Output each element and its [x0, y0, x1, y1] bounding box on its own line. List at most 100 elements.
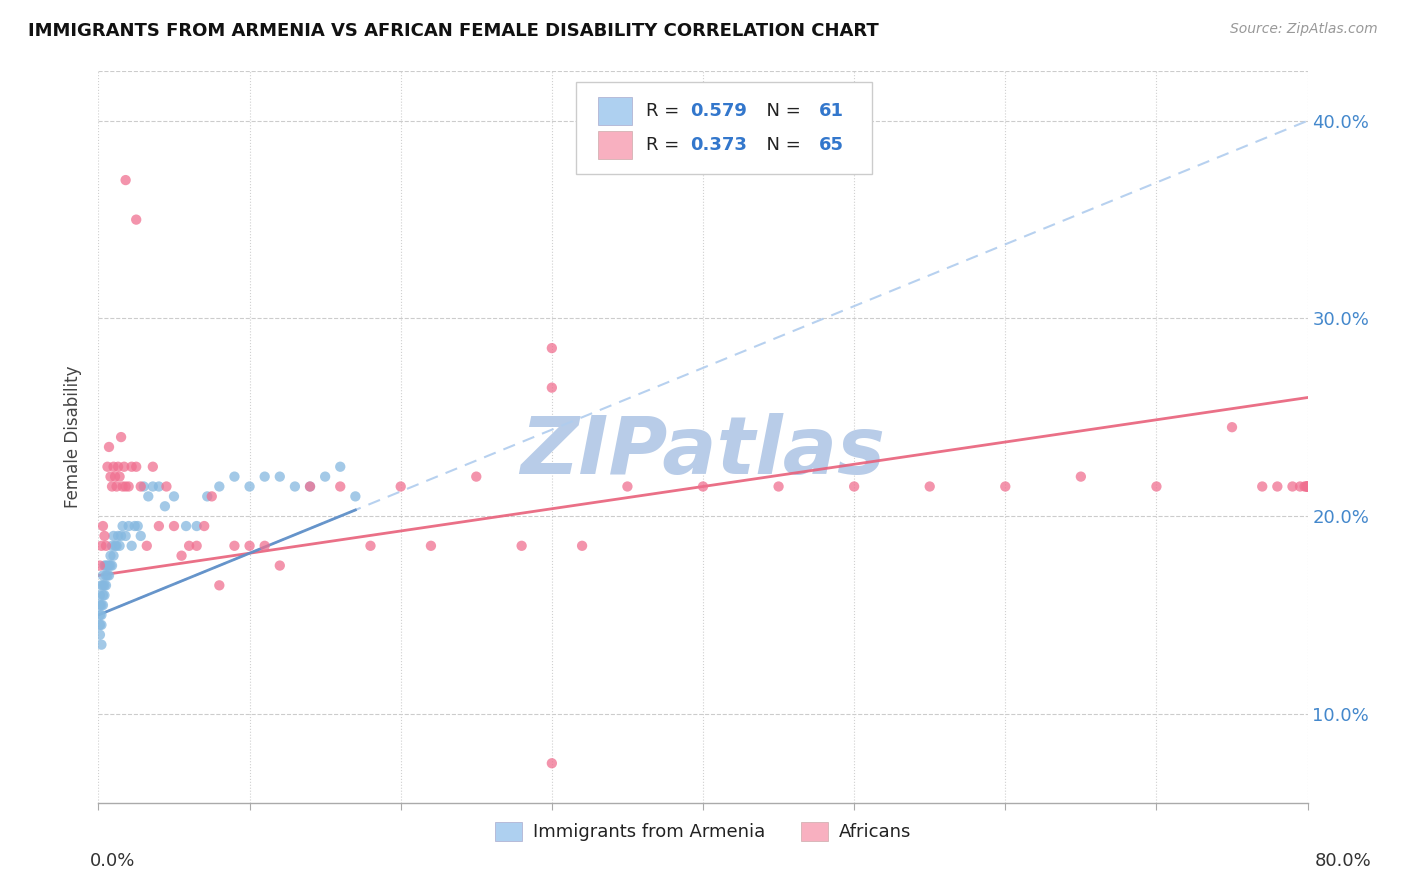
Point	[100, 549, 122, 563]
FancyBboxPatch shape	[576, 82, 872, 174]
Point	[125, 459, 148, 474]
Point	[1296, 479, 1319, 493]
Point	[179, 539, 201, 553]
Text: 61: 61	[820, 102, 844, 120]
Point	[101, 558, 124, 573]
Point	[90, 618, 112, 632]
Point	[93, 578, 115, 592]
Point	[571, 539, 593, 553]
Point	[108, 539, 131, 553]
Point	[994, 479, 1017, 493]
Point	[224, 539, 246, 553]
Point	[253, 469, 276, 483]
Point	[148, 479, 170, 493]
Text: 65: 65	[820, 136, 844, 154]
Point	[195, 489, 218, 503]
Point	[91, 588, 114, 602]
Point	[1296, 479, 1319, 493]
Point	[153, 500, 176, 514]
Point	[101, 539, 124, 553]
Point	[616, 479, 638, 493]
Point	[201, 489, 224, 503]
Point	[510, 539, 533, 553]
Point	[132, 479, 155, 493]
Point	[269, 469, 291, 483]
Point	[540, 341, 562, 355]
Point	[125, 212, 148, 227]
Point	[105, 539, 128, 553]
Point	[89, 618, 111, 632]
Point	[148, 519, 170, 533]
Text: 0.0%: 0.0%	[90, 852, 135, 870]
Point	[93, 558, 115, 573]
Point	[98, 558, 121, 573]
Point	[692, 479, 714, 493]
Y-axis label: Female Disability: Female Disability	[65, 366, 83, 508]
Point	[93, 588, 115, 602]
Bar	[598, 97, 631, 125]
Point	[208, 479, 231, 493]
Point	[193, 519, 215, 533]
Text: IMMIGRANTS FROM ARMENIA VS AFRICAN FEMALE DISABILITY CORRELATION CHART: IMMIGRANTS FROM ARMENIA VS AFRICAN FEMAL…	[28, 22, 879, 40]
Point	[111, 479, 134, 493]
Point	[1220, 420, 1243, 434]
Point	[90, 607, 112, 622]
Point	[389, 479, 412, 493]
Point	[239, 479, 262, 493]
Point	[844, 479, 866, 493]
Point	[269, 558, 291, 573]
Point	[114, 529, 136, 543]
Point	[98, 568, 121, 582]
Point	[107, 529, 129, 543]
Point	[100, 558, 122, 573]
Point	[111, 519, 134, 533]
Point	[142, 479, 165, 493]
Point	[89, 558, 111, 573]
Point	[94, 568, 117, 582]
Point	[110, 430, 132, 444]
Point	[98, 440, 121, 454]
Point	[89, 628, 111, 642]
Point	[118, 519, 141, 533]
Text: N =: N =	[755, 102, 807, 120]
Point	[186, 539, 208, 553]
Point	[96, 568, 118, 582]
Text: ZIPatlas: ZIPatlas	[520, 413, 886, 491]
Point	[90, 598, 112, 612]
Point	[768, 479, 790, 493]
Point	[94, 558, 117, 573]
Point	[90, 539, 112, 553]
Point	[239, 539, 262, 553]
Point	[93, 529, 115, 543]
Point	[284, 479, 307, 493]
Point	[124, 519, 146, 533]
Point	[1295, 479, 1317, 493]
Point	[540, 756, 562, 771]
Point	[91, 519, 114, 533]
Point	[91, 568, 114, 582]
Point	[360, 539, 382, 553]
Point	[90, 578, 112, 592]
Text: N =: N =	[755, 136, 807, 154]
Point	[299, 479, 322, 493]
Point	[329, 459, 352, 474]
Point	[155, 479, 177, 493]
Point	[135, 539, 157, 553]
Point	[170, 549, 193, 563]
Point	[91, 598, 114, 612]
Point	[94, 539, 117, 553]
Point	[253, 539, 276, 553]
Point	[163, 519, 186, 533]
Point	[314, 469, 336, 483]
Point	[112, 459, 135, 474]
Text: 0.373: 0.373	[690, 136, 747, 154]
Point	[110, 529, 132, 543]
Point	[108, 469, 131, 483]
Point	[299, 479, 322, 493]
Text: 0.579: 0.579	[690, 102, 747, 120]
Point	[105, 479, 128, 493]
Point	[1296, 479, 1319, 493]
Point	[142, 459, 165, 474]
Point	[118, 479, 141, 493]
Point	[344, 489, 367, 503]
